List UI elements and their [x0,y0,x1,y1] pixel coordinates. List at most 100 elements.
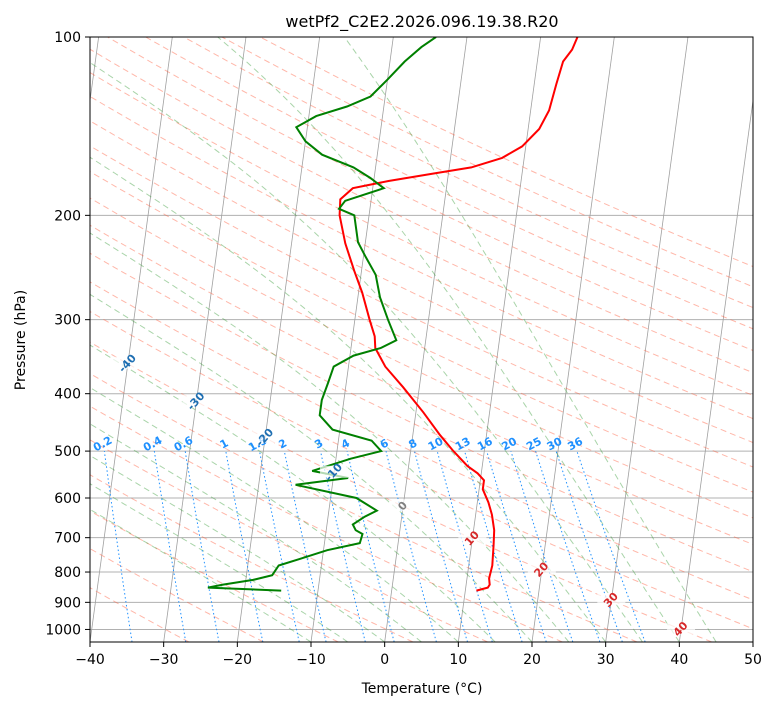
mixing-ratio-line [259,451,300,642]
isotherm-line [678,97,753,642]
y-tick-label: 400 [54,387,81,403]
moist-adiabat-line [90,293,533,642]
moist-adiabat-line [90,483,349,642]
isotherm-label-bg [527,563,556,576]
moist-adiabat-line [90,156,607,642]
mixing-ratio-line [436,450,493,642]
mixing-ratio-line [414,450,468,642]
isotherm-line [163,37,247,642]
isotherm-label-bg [667,622,696,635]
mixing-ratio-line [103,451,133,642]
mixing-ratio-line [535,450,601,642]
y-tick-label: 100 [54,30,81,46]
y-tick-label: 200 [54,208,81,224]
isotherm-line [236,37,321,642]
x-tick-label: −30 [149,652,179,668]
dry-adiabat-line [90,71,753,396]
y-axis-ticks: 100 200 300 400 500 600 700 800 900 1000 [45,30,90,638]
isotherm-label-bg [182,394,211,407]
dry-adiabat-line [90,171,753,493]
mixing-ratio-label: 36 [565,435,585,454]
y-tick-label: 1000 [45,622,81,638]
mixing-ratio-label: 4 [339,436,352,451]
y-tick-label: 500 [54,444,81,460]
dry-adiabat-line [183,37,753,309]
moist-adiabat-line [217,37,680,642]
mixing-ratio-line [346,450,395,642]
x-axis-label: Temperature (°C) [361,681,483,697]
dewpoint-profile-line [207,37,437,592]
mixing-ratio-label: 20 [499,435,519,454]
x-tick-label: 0 [380,652,389,668]
x-tick-label: 50 [744,652,762,668]
x-axis-ticks: −40 −30 −20 −10 0 10 20 30 40 50 [75,642,762,668]
isotherm-line [310,37,394,642]
mixing-ratio-label: 25 [524,435,544,454]
dry-adiabat-line [90,281,753,601]
mixing-ratio-line [184,451,220,642]
isotherm-label: -30 [185,389,208,413]
y-tick-label: 800 [54,565,81,581]
isotherm-line [752,639,753,642]
mixing-ratio-line [464,450,523,642]
plot-frame [89,36,754,643]
dry-adiabat-line [90,510,339,642]
y-tick-label: 600 [54,491,81,507]
line-labels: 0.2 0.4 0.6 1 1.5 2 3 4 6 8 10 13 16 20 25 30 36-40-30-2… [91,351,696,639]
mixing-ratio-line [385,450,437,642]
isotherm-label: 20 [531,559,551,579]
mixing-ratio-line [486,450,547,642]
x-tick-label: −10 [296,652,326,668]
dry-adiabat-line [90,145,753,468]
dry-adiabat-line [90,373,638,642]
mixing-ratio-line [283,450,327,642]
dry-adiabat-line [145,37,753,330]
dry-adiabat-line [90,95,753,420]
isotherm-line [531,37,615,642]
moist-adiabat-line [90,386,459,642]
mixing-ratio-line [153,451,187,642]
y-tick-label: 900 [54,595,81,611]
dry-adiabat-line [259,37,753,268]
dry-adiabat-line [90,224,753,545]
y-tick-label: 300 [54,313,81,329]
temperature-profile-line [338,37,579,592]
dry-adiabat-line [90,341,712,642]
x-tick-label: −40 [75,652,105,668]
dry-adiabat-line [90,197,753,519]
x-tick-label: −20 [223,652,253,668]
isotherm-label-bg [320,465,349,478]
isotherm-label-bg [113,356,142,369]
isotherm-line [384,37,468,642]
isotherm-label-bg [597,593,626,606]
y-axis-label: Pressure (hPa) [13,290,29,390]
dry-adiabat-line [90,48,753,374]
isotherm-label: 40 [671,619,691,639]
mixing-ratio-line [555,450,623,642]
x-tick-label: 30 [597,652,615,668]
dry-adiabat-line [90,120,753,444]
isotherm-line [90,37,173,642]
x-tick-label: 20 [523,652,541,668]
dry-adiabat-line [90,439,488,642]
moist-adiabat-line [90,232,570,642]
chart-title: wetPf2_C2E2.2026.096.19.38.R20 [285,12,558,32]
dry-adiabat-line [90,252,753,573]
isotherm-label-bg [458,531,487,544]
mixing-ratio-line [576,450,646,642]
isotherm-label-bg [389,499,418,512]
dry-adiabat-line [107,37,753,352]
moist-adiabat-line [90,344,496,642]
dry-adiabat-line [221,37,753,288]
dry-adiabat-line [90,548,264,642]
mixing-ratio-label: 10 [426,435,446,454]
isotherm-line [605,37,689,642]
mixing-ratio-label: 30 [545,435,565,454]
x-tick-label: 40 [670,652,688,668]
mixing-ratio-line [320,450,366,642]
background-lines [90,37,753,642]
mixing-ratio-label: 16 [475,435,495,454]
dry-adiabat-line [90,474,414,642]
moist-adiabat-line [90,61,643,642]
